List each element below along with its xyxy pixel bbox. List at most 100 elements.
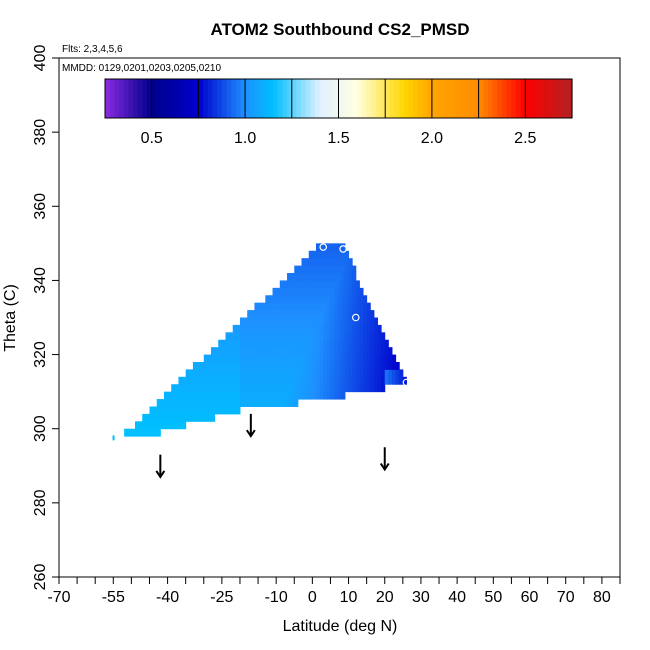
heatmap-cell	[330, 258, 335, 267]
colorbar-segment	[310, 79, 316, 118]
colorbar-segment	[207, 79, 214, 118]
heatmap-cell	[214, 406, 219, 415]
heatmap-cell	[326, 243, 331, 252]
heatmap-cell	[297, 369, 302, 378]
heatmap-cell	[301, 391, 306, 400]
heatmap-cell	[171, 421, 176, 430]
heatmap-cell	[341, 339, 346, 348]
heatmap-cell	[366, 310, 371, 318]
heatmap-cell	[319, 391, 324, 400]
colorbar-segment	[525, 79, 531, 118]
colorbar-segment	[506, 79, 512, 118]
heatmap-cell	[370, 361, 375, 370]
heatmap-cell	[283, 384, 288, 393]
heatmap-cell	[355, 369, 360, 378]
heatmap-cell	[276, 376, 281, 385]
heatmap-cell	[182, 421, 187, 430]
heatmap-cell	[207, 399, 212, 407]
colorbar-segment	[529, 79, 536, 118]
heatmap-cell	[323, 354, 328, 363]
heatmap-cell	[279, 310, 284, 318]
heatmap-cell	[185, 413, 190, 422]
heatmap-cell	[229, 399, 234, 407]
heatmap-cell	[221, 391, 226, 400]
heatmap-cell	[279, 391, 284, 400]
heatmap-cell	[352, 361, 357, 370]
heatmap-cell	[239, 391, 245, 400]
heatmap-cell	[268, 369, 274, 378]
heatmap-cell	[229, 391, 234, 400]
heatmap-cell	[261, 369, 266, 378]
heatmap-cell	[232, 361, 237, 370]
heatmap-cell	[272, 384, 277, 393]
heatmap-cell	[221, 384, 226, 393]
heatmap-cell	[352, 339, 357, 348]
heatmap-cell	[247, 384, 252, 393]
colorbar-tick-label: 2.0	[421, 130, 443, 147]
heatmap-cell	[323, 287, 328, 296]
heatmap-cell	[294, 347, 299, 356]
heatmap-cell	[294, 384, 299, 393]
heatmap-cell	[239, 332, 245, 341]
heatmap-cell	[153, 406, 158, 415]
heatmap-cell	[287, 317, 292, 326]
heatmap-cell	[250, 384, 255, 393]
heatmap-cell	[348, 295, 353, 304]
heatmap-cell	[301, 361, 306, 370]
heatmap-cell	[341, 273, 346, 281]
heatmap-cell	[196, 369, 201, 378]
heatmap-cell	[174, 413, 179, 422]
colorbar-tick-label: 2.5	[514, 130, 536, 147]
heatmap-cell	[323, 273, 328, 281]
heatmap-cell	[171, 391, 176, 400]
heatmap-cell	[337, 265, 342, 274]
heatmap-cell	[312, 384, 317, 393]
heatmap-cell	[265, 399, 270, 407]
heatmap-cell	[287, 339, 292, 348]
heatmap-cell	[287, 391, 292, 400]
heatmap-cell	[308, 273, 313, 281]
heatmap-cell	[221, 339, 226, 348]
heatmap-cell	[326, 391, 331, 400]
heatmap-cell	[174, 399, 179, 407]
heatmap-cell	[341, 302, 346, 311]
colorbar-segment	[473, 79, 480, 118]
heatmap-cell	[290, 317, 295, 326]
heatmap-cell	[384, 376, 389, 385]
colorbar-segment	[165, 79, 171, 118]
heatmap-cell	[344, 250, 350, 259]
heatmap-cell	[355, 287, 360, 296]
heatmap-cell	[334, 258, 339, 267]
heatmap-cell	[308, 324, 313, 333]
colorbar-segment	[240, 79, 246, 118]
heatmap-cell	[290, 302, 295, 311]
colorbar-segment	[357, 79, 363, 118]
heatmap-cell	[203, 413, 208, 422]
heatmap-cell	[232, 347, 237, 356]
heatmap-cell	[203, 384, 208, 393]
colorbar-segment	[263, 79, 270, 118]
heatmap-cell	[196, 413, 201, 422]
heatmap-cell	[308, 369, 313, 378]
colorbar-segment	[217, 79, 223, 118]
heatmap-cell	[348, 302, 353, 311]
heatmap-cell	[363, 339, 368, 348]
heatmap-cell	[250, 399, 255, 407]
y-axis: 260 280 300 320 340 360 380 400	[32, 45, 59, 590]
heatmap-cell	[319, 287, 324, 296]
heatmap-cell	[207, 391, 212, 400]
heatmap-cell	[247, 347, 252, 356]
heatmap-cell	[337, 258, 342, 267]
heatmap-cell	[341, 287, 346, 296]
heatmap-cell	[142, 413, 147, 422]
heatmap-cell	[283, 332, 288, 341]
heatmap-cell	[229, 354, 234, 363]
heatmap-cell	[247, 361, 252, 370]
heatmap-cell	[232, 339, 237, 348]
heatmap-cell	[301, 310, 306, 318]
y-tick-label: 400	[32, 45, 49, 72]
heatmap-cell	[145, 428, 150, 437]
heatmap-cell	[276, 324, 281, 333]
heatmap-cell	[294, 324, 299, 333]
heatmap-cell	[363, 369, 368, 378]
